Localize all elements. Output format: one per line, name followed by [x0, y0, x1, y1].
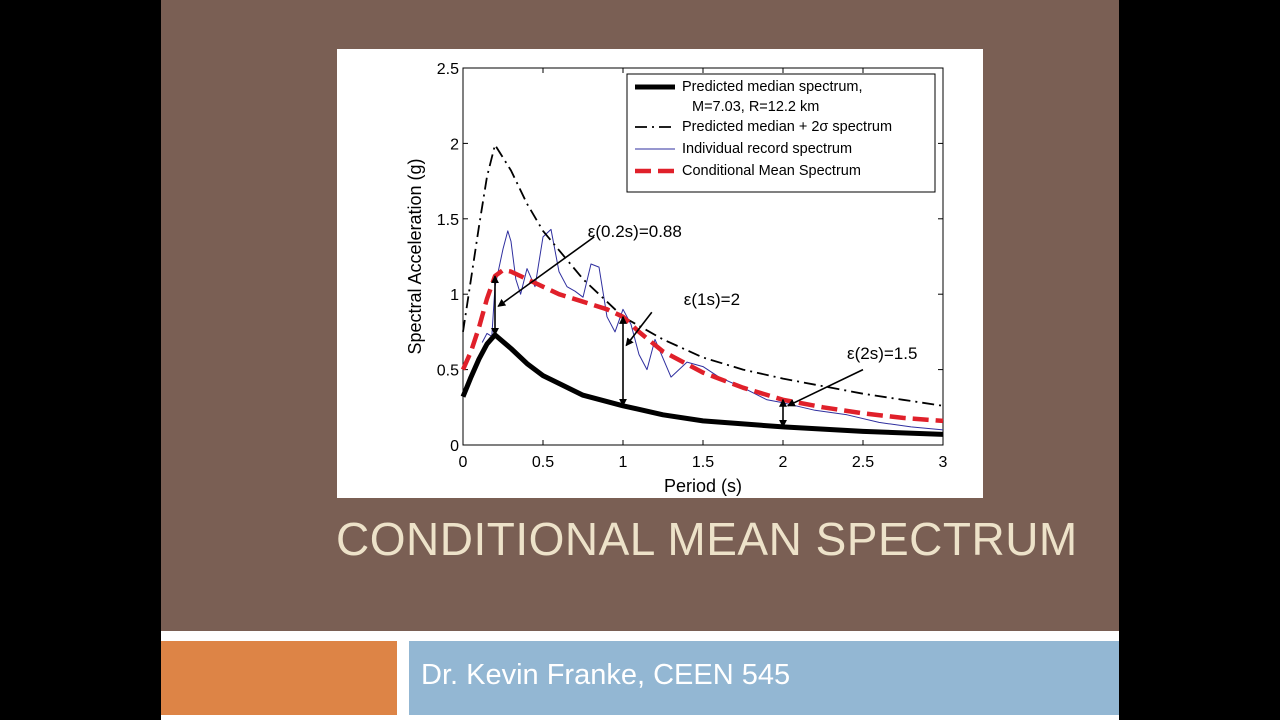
x-tick-label: 1.5	[692, 454, 714, 471]
slide: 0 0.5 1 1.5 2 2.5 3 0 0.5 1 1.5 2 2.5 Period (s) Spect…	[161, 0, 1119, 720]
x-tick-label: 0	[459, 454, 468, 471]
x-axis-label: Period (s)	[664, 476, 742, 496]
legend-label: Predicted median spectrum,	[682, 79, 863, 95]
epsilon-0.2s-pointer	[497, 236, 595, 307]
series-line-2	[481, 228, 944, 431]
annotations: ε(0.2s)=0.88 ε(1s)=2 ε(2s)=1.5	[491, 222, 917, 428]
legend-label: Individual record spectrum	[682, 141, 852, 157]
legend-label-line2: M=7.03, R=12.2 km	[692, 99, 819, 115]
legend-box	[626, 73, 936, 193]
series-line-0	[460, 332, 944, 437]
epsilon-2s-pointer	[786, 368, 864, 407]
epsilon-1s-pointer	[625, 311, 653, 347]
y-tick-label: 2	[450, 136, 459, 153]
y-tick-label: 1	[450, 287, 459, 304]
y-tick-label: 0	[450, 438, 459, 455]
spectrum-chart: 0 0.5 1 1.5 2 2.5 3 0 0.5 1 1.5 2 2.5 Period (s) Spect…	[405, 61, 948, 496]
x-tick-label: 1	[619, 454, 628, 471]
series-line-1	[462, 144, 944, 407]
axes: 0 0.5 1 1.5 2 2.5 3 0 0.5 1 1.5 2 2.5 Period (s) Spect…	[405, 61, 948, 496]
series-group	[460, 144, 944, 437]
x-tick-label: 2.5	[852, 454, 874, 471]
y-tick-label: 0.5	[437, 363, 459, 380]
legend-label: Predicted median + 2σ spectrum	[682, 119, 892, 135]
x-tick-label: 2	[779, 454, 788, 471]
x-tick-label: 3	[939, 454, 948, 471]
annotation-label: ε(2s)=1.5	[847, 344, 917, 363]
annotation-label: ε(0.2s)=0.88	[588, 222, 682, 241]
y-tick-label: 1.5	[437, 212, 459, 229]
y-tick-label: 2.5	[437, 61, 459, 78]
title-panel: 0 0.5 1 1.5 2 2.5 3 0 0.5 1 1.5 2 2.5 Period (s) Spect…	[161, 0, 1119, 631]
legend-label: Conditional Mean Spectrum	[682, 163, 861, 179]
figure-panel: 0 0.5 1 1.5 2 2.5 3 0 0.5 1 1.5 2 2.5 Period (s) Spect…	[337, 49, 983, 498]
annotation-label: ε(1s)=2	[684, 290, 740, 309]
x-tick-label: 0.5	[532, 454, 554, 471]
y-axis-label: Spectral Acceleration (g)	[405, 158, 425, 354]
series-line-3	[460, 267, 944, 424]
orange-accent-bar	[161, 641, 397, 715]
subtitle-bar: Dr. Kevin Franke, CEEN 545	[409, 641, 1119, 715]
slide-subtitle: Dr. Kevin Franke, CEEN 545	[421, 659, 791, 691]
slide-title: CONDITIONAL MEAN SPECTRUM	[336, 513, 1078, 565]
legend: Predicted median spectrum, M=7.03, R=12.2…	[626, 73, 936, 193]
